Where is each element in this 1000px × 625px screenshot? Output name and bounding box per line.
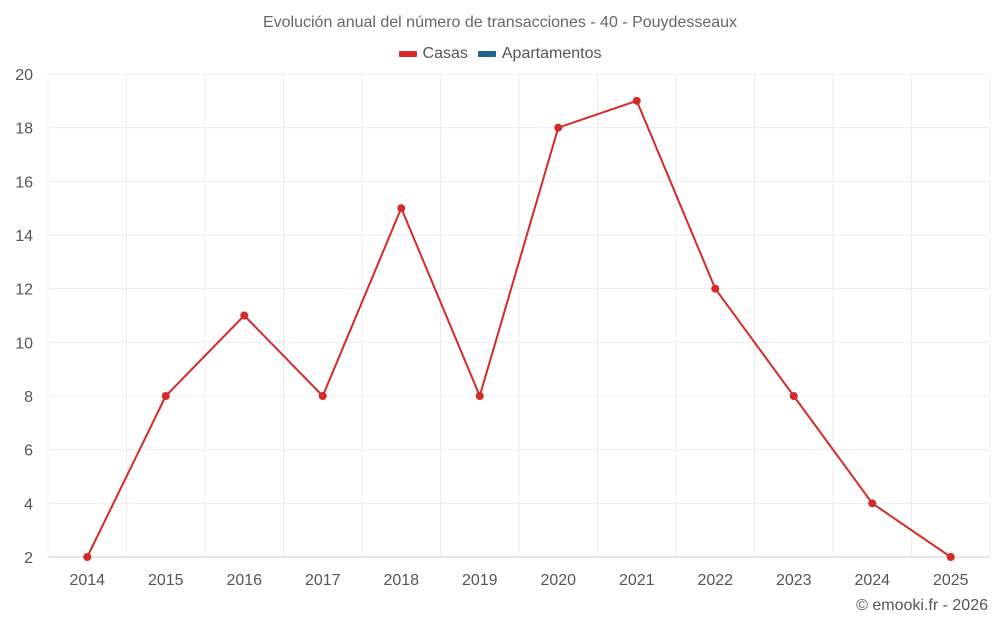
chart-title: Evolución anual del número de transaccio… [262,14,738,31]
y-tick-label: 10 [15,335,33,352]
data-point [318,392,327,400]
x-tick-label: 2021 [619,572,655,589]
data-point [868,499,877,508]
legend-item-casas[interactable]: Casas [398,45,468,63]
copyright-credit: © emooki.fr - 2026 [856,597,988,614]
x-tick-label: 2019 [462,572,498,589]
x-tick-label: 2015 [148,572,184,589]
x-tick-label: 2025 [933,572,969,589]
data-point [475,392,484,400]
x-tick-label: 2016 [226,572,262,589]
y-tick-label: 12 [15,282,33,299]
data-point [161,392,170,400]
y-tick-label: 6 [24,443,33,460]
legend-label-casas: Casas [422,45,468,62]
series-line-casas [86,99,952,558]
legend-label-apartamentos: Apartamentos [501,45,602,62]
y-tick-label: 18 [15,121,33,138]
legend-swatch-apartamentos [477,51,496,57]
data-point [632,96,641,105]
data-point [554,123,563,132]
y-tick-label: 4 [24,496,33,513]
data-point [789,392,798,400]
y-tick-label: 14 [15,228,33,245]
x-tick-label: 2014 [69,572,105,589]
x-tick-label: 2022 [697,572,733,589]
y-tick-label: 20 [15,67,33,84]
data-point [240,311,249,320]
data-point [711,284,720,293]
data-point [83,553,92,561]
y-tick-label: 2 [24,550,33,567]
x-tick-label: 2017 [305,572,341,589]
x-tick-label: 2023 [776,572,812,589]
y-tick-label: 16 [15,174,33,191]
data-point [946,553,955,561]
chart-legend: Casas Apartamentos [0,45,1000,63]
x-tick-label: 2024 [854,572,890,589]
data-point [397,204,406,213]
legend-swatch-casas [398,51,417,57]
legend-item-apartamentos[interactable]: Apartamentos [477,45,602,63]
x-tick-label: 2020 [540,572,576,589]
x-tick-label: 2018 [383,572,419,589]
y-tick-label: 8 [24,389,33,406]
